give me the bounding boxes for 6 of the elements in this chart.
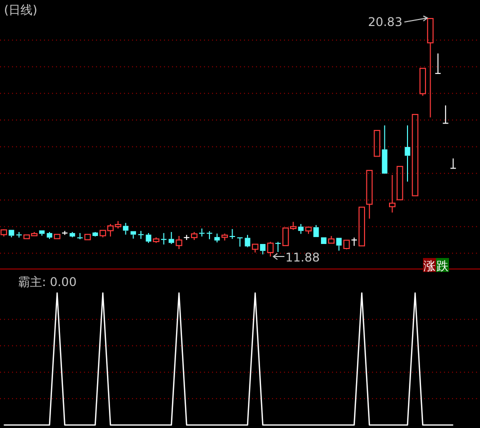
annotation: 11.88 [285,250,320,264]
chart-title: 霸主: 0.00 [18,275,77,289]
text: 涨 [424,259,436,273]
chart-title: (日线) [4,3,38,17]
text: 跌 [436,259,448,273]
annotation: 20.83 [368,15,402,29]
